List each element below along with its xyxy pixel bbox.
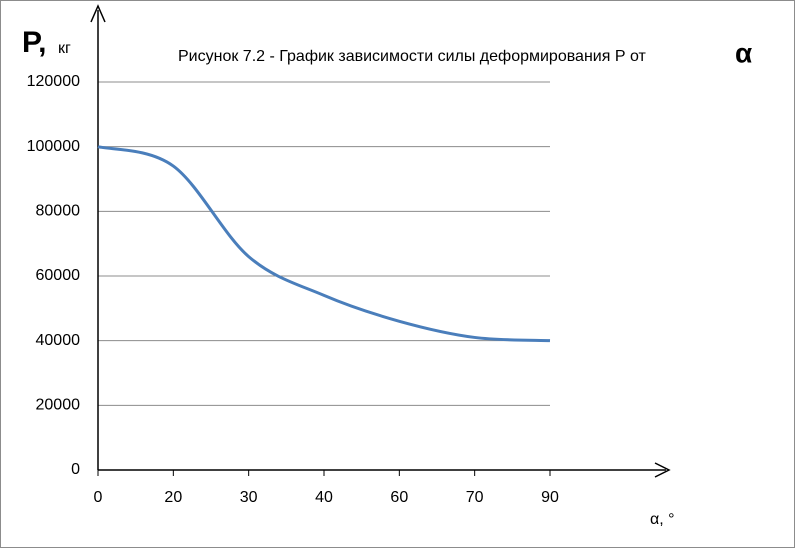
x-tick-label: 70 [466, 489, 484, 506]
y-tick-label: 120000 [27, 73, 80, 90]
y-tick-label: 0 [71, 461, 80, 478]
x-tick-label: 40 [315, 489, 333, 506]
y-tick-label: 80000 [36, 203, 81, 220]
x-tick-label: 30 [240, 489, 258, 506]
y-tick-label: 60000 [36, 267, 81, 284]
x-axis-arrow [654, 462, 671, 478]
x-tick-label: 60 [390, 489, 408, 506]
x-tick-label: 90 [541, 489, 559, 506]
y-tick-label: 20000 [36, 397, 81, 414]
grid [98, 81, 550, 471]
data-line [97, 145, 551, 343]
y-axis-unit: кг [58, 40, 71, 57]
y-axis-arrow [90, 4, 106, 23]
y-axis-label: P, [22, 26, 46, 59]
x-tick-label: 0 [94, 489, 103, 506]
x-tick-label: 20 [164, 489, 182, 506]
chart-title: Рисунок 7.2 - График зависимости силы де… [178, 48, 646, 65]
y-tick-label: 40000 [36, 332, 81, 349]
y-tick-label: 100000 [27, 138, 80, 155]
title-symbol: α [735, 37, 752, 68]
x-axis-label: α, ° [650, 511, 675, 528]
